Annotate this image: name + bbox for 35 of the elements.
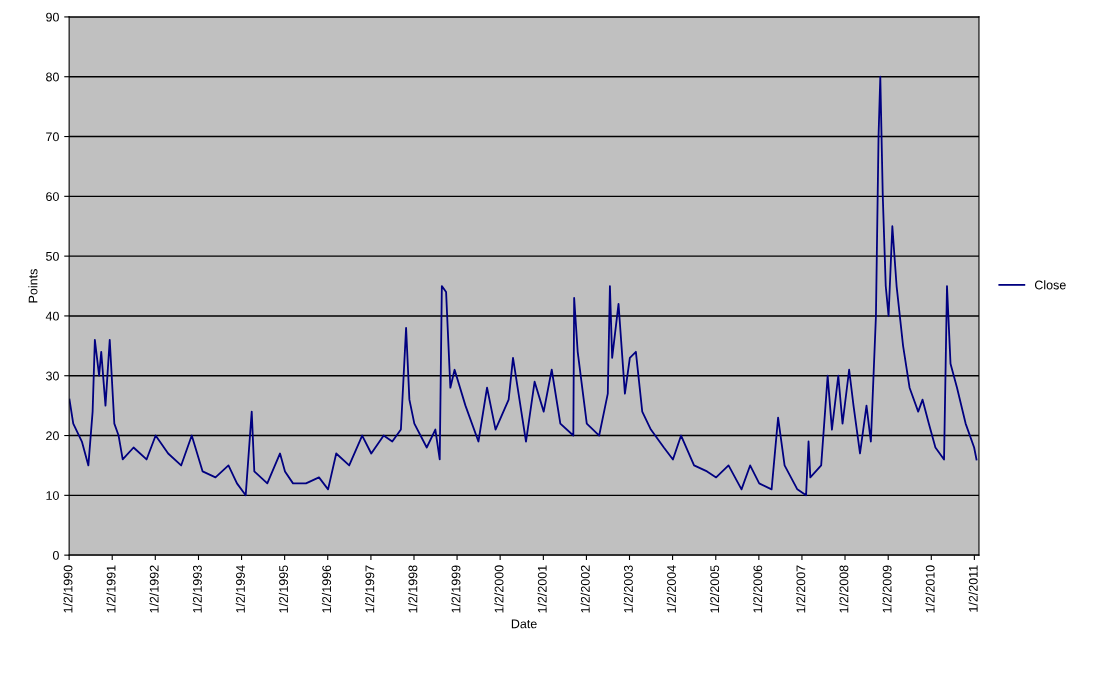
y-tick-label: 30 [45,371,59,381]
y-tick-label: 80 [46,72,59,82]
y-tick-label: 0 [52,550,59,560]
x-tick-label: 1/2/2004 [666,565,676,613]
x-tick-label: 1/2/2000 [494,565,504,613]
x-tick-label: 1/2/1991 [106,565,116,613]
x-tick-label: 1/2/1990 [63,565,73,613]
x-tick-label: 1/2/1994 [235,565,245,613]
x-tick-label: 1/2/2011 [968,565,978,612]
y-tick-label: 40 [45,311,59,321]
y-tick-label: 10 [46,491,59,500]
x-tick-label: 1/2/1993 [192,565,202,613]
y-tick-label: 90 [46,12,59,22]
legend-label: Close [1034,280,1066,290]
x-tick-label: 1/2/1997 [365,565,375,613]
x-tick-label: 1/2/2003 [623,565,633,613]
x-axis-title: Date [511,619,537,629]
x-tick-label: 1/2/1995 [278,565,288,613]
x-tick-label: 1/2/2009 [882,565,892,613]
y-tick-label: 20 [46,431,59,441]
y-tick-label: 60 [46,192,59,201]
x-tick-label: 1/2/2010 [925,565,935,613]
x-tick-label: 1/2/1999 [451,565,461,613]
y-axis-title: Points [28,269,38,303]
x-tick-label: 1/2/1996 [321,565,332,613]
y-tick-label: 70 [46,132,59,142]
x-tick-label: 1/2/2008 [839,565,849,613]
x-tick-label: 1/2/1998 [408,565,418,613]
x-tick-label: 1/2/1992 [149,565,159,613]
y-tick-label: 50 [46,251,59,261]
x-tick-label: 1/2/2005 [709,565,720,613]
x-tick-label: 1/2/2002 [580,565,590,613]
x-tick-label: 1/2/2006 [753,565,763,613]
x-tick-label: 1/2/2001 [537,565,547,613]
x-tick-label: 1/2/2007 [796,565,806,613]
